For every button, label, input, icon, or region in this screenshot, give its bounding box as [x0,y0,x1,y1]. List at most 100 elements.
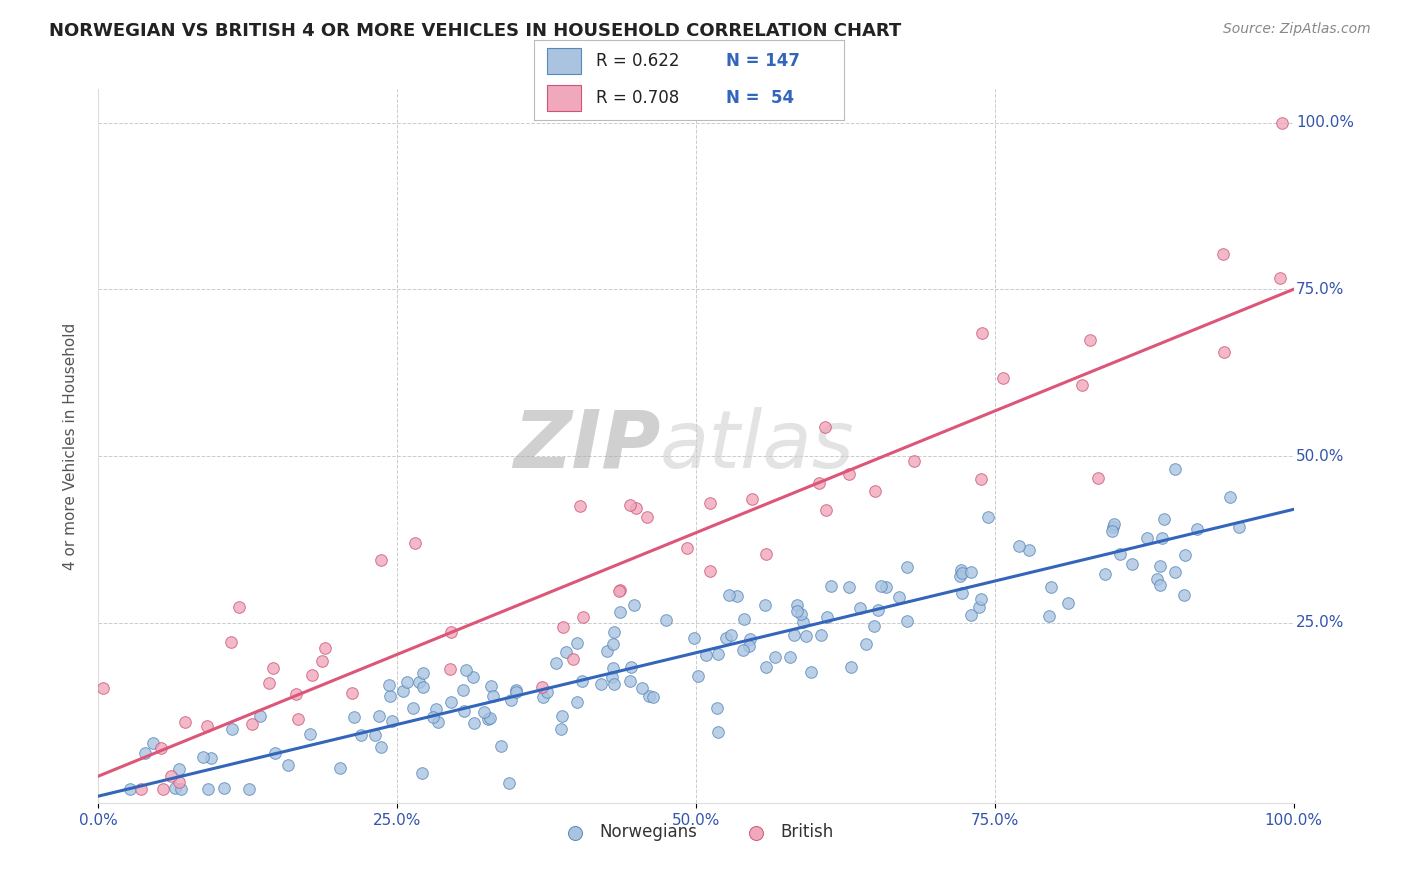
Point [716,631,738,645]
Point [569,499,592,513]
Point [408,675,430,690]
Text: 25.0%: 25.0% [1296,615,1344,631]
Point [754,599,776,613]
Point [298,727,321,741]
Point [602,636,624,650]
Point [1174,548,1197,562]
Point [249,709,271,723]
Point [238,782,260,797]
Point [794,629,817,643]
Point [1094,566,1116,581]
Point [1018,543,1040,558]
Point [257,675,280,690]
Point [763,650,786,665]
Point [636,510,658,524]
Y-axis label: 4 or more Vehicles in Household: 4 or more Vehicles in Household [63,322,77,570]
Point [755,547,778,561]
Point [1078,333,1101,347]
Point [329,761,352,775]
Point [314,640,336,655]
Text: 50.0%: 50.0% [1296,449,1344,464]
Point [1163,462,1185,476]
Point [699,564,721,578]
FancyBboxPatch shape [547,48,581,74]
Point [370,739,392,754]
Point [567,636,589,650]
Point [402,701,425,715]
Point [815,503,838,517]
Point [731,643,754,657]
Point [478,710,501,724]
Text: 100.0%: 100.0% [1296,115,1354,130]
Point [440,695,463,709]
Point [970,591,993,606]
Text: atlas: atlas [661,407,855,485]
Point [479,679,502,693]
Point [131,782,153,797]
Text: N = 147: N = 147 [725,52,800,70]
Point [810,628,832,642]
Point [380,689,402,703]
Legend: Norwegians, British: Norwegians, British [551,817,841,848]
Point [174,715,197,730]
Point [949,569,972,583]
Point [412,665,434,680]
Point [699,496,721,510]
Point [976,510,998,524]
Point [863,483,886,498]
Point [706,701,728,715]
Point [839,659,862,673]
Point [637,689,659,703]
Point [814,419,837,434]
Point [875,580,897,594]
Point [489,739,512,753]
Point [972,326,994,340]
Point [120,782,142,797]
Point [562,652,585,666]
Point [451,683,474,698]
Point [960,566,983,580]
Point [456,663,478,677]
Point [149,740,172,755]
Point [1101,520,1123,534]
Point [530,680,553,694]
Point [676,541,699,555]
Point [392,684,415,698]
Point [631,681,654,695]
Point [463,715,485,730]
Point [134,746,156,760]
Point [565,695,588,709]
Point [472,706,495,720]
Point [707,647,730,661]
Point [242,717,264,731]
Text: ZIP: ZIP [513,407,661,485]
Point [792,615,814,629]
Point [790,607,813,622]
Point [800,665,823,679]
Point [950,566,973,580]
Point [1227,519,1250,533]
Point [219,634,242,648]
Point [212,781,235,796]
Point [1101,524,1123,538]
Point [738,639,761,653]
Point [1108,547,1130,561]
Point [603,625,626,640]
Point [740,632,762,647]
Point [165,781,187,796]
Point [285,687,308,701]
Text: R = 0.622: R = 0.622 [596,52,679,70]
Point [1150,531,1173,545]
Point [596,644,619,658]
FancyBboxPatch shape [547,85,581,111]
Point [619,674,641,689]
Point [167,775,190,789]
Point [1121,557,1143,571]
Point [422,710,444,724]
Point [555,644,578,658]
Point [311,654,333,668]
Point [600,670,623,684]
Point [950,586,973,600]
Point [641,690,664,705]
Point [572,610,595,624]
